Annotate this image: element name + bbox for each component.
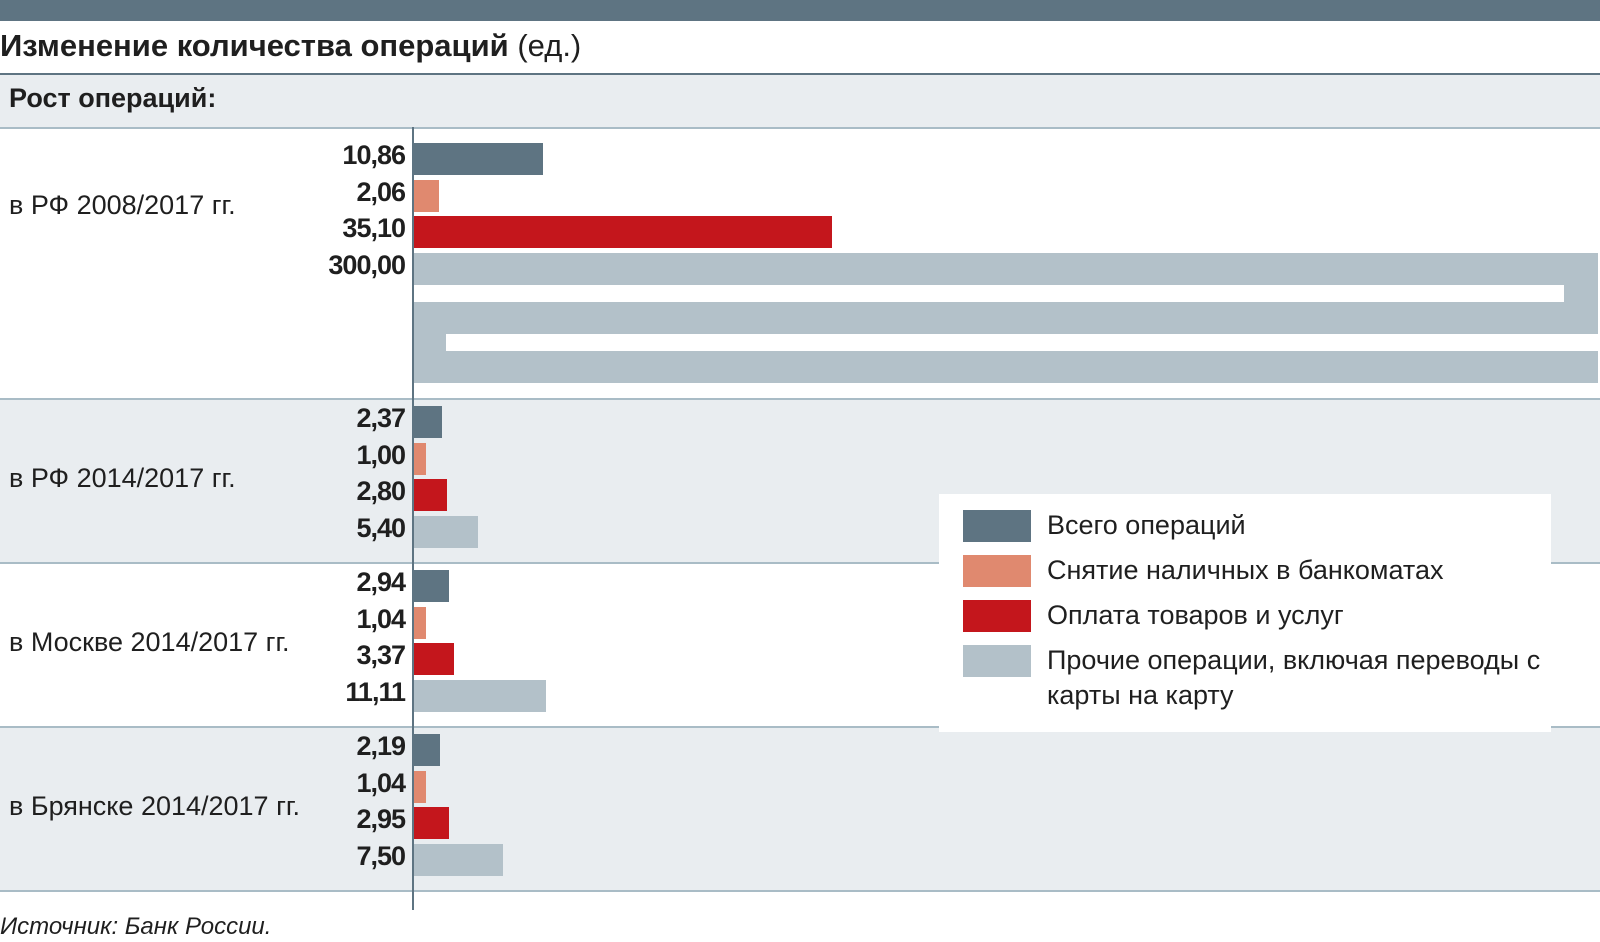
bar	[414, 843, 503, 876]
top-bar	[0, 0, 1600, 21]
data-label: 11,11	[345, 676, 406, 707]
legend-swatch	[963, 645, 1031, 677]
bar-segment	[414, 252, 1598, 285]
bar-segment	[414, 301, 1598, 334]
chart-title-main: Изменение количества операций	[0, 28, 509, 63]
bar	[414, 679, 546, 712]
data-label: 5,40	[356, 512, 406, 543]
bar	[414, 515, 478, 548]
source-note: Источник: Банк России.	[0, 913, 272, 940]
data-label: 2,37	[356, 403, 406, 433]
bar	[414, 442, 426, 475]
bar-segment	[414, 350, 1598, 383]
data-label: 10,86	[342, 140, 406, 170]
data-label: 2,95	[356, 804, 406, 834]
data-label: 2,94	[356, 567, 406, 597]
bar	[414, 216, 832, 248]
data-label: 2,06	[356, 176, 406, 207]
group-divider	[0, 562, 1600, 564]
data-label: 2,80	[356, 476, 406, 506]
bar	[414, 179, 439, 212]
chart-title-unit: (ед.)	[517, 28, 582, 63]
data-label: 1,00	[356, 439, 406, 470]
category-label: в Москве 2014/2017 гг.	[9, 627, 290, 657]
legend-swatch	[963, 555, 1031, 587]
legend-swatch	[963, 510, 1031, 542]
legend-label: Оплата товаров и услуг	[1047, 600, 1344, 630]
group-divider	[0, 726, 1600, 728]
data-label: 7,50	[356, 840, 406, 871]
bar	[414, 606, 426, 639]
legend: Всего операций Снятие наличных в банкома…	[939, 494, 1551, 732]
group-band	[0, 728, 1600, 890]
section-header-label: Рост операций:	[9, 83, 217, 113]
group-divider	[0, 398, 1600, 400]
data-label: 3,37	[356, 640, 406, 670]
title-rule	[0, 73, 1600, 75]
data-label: 2,19	[356, 731, 406, 761]
bar	[414, 807, 449, 839]
bar	[414, 570, 449, 602]
value-axis-line	[412, 127, 414, 910]
bar-segment	[1564, 284, 1598, 302]
category-label: в РФ 2008/2017 гг.	[9, 190, 236, 220]
category-label: в РФ 2014/2017 гг.	[9, 463, 236, 493]
bar	[414, 479, 447, 511]
group-divider	[0, 890, 1600, 892]
bar	[414, 770, 426, 803]
section-header: Рост операций:	[0, 75, 1600, 129]
bar	[414, 406, 442, 438]
chart-title: Изменение количества операций (ед.)	[0, 26, 581, 66]
legend-label: Всего операций	[1047, 510, 1246, 540]
legend-label: Прочие операции, включая переводы с карт…	[1047, 645, 1541, 710]
legend-swatch	[963, 600, 1031, 632]
data-label: 300,00	[328, 249, 406, 280]
bar-segment	[414, 333, 446, 351]
category-label: в Брянске 2014/2017 гг.	[9, 791, 300, 821]
data-label: 35,10	[342, 213, 406, 243]
bar	[414, 734, 440, 766]
legend-label: Снятие наличных в банкоматах	[1047, 555, 1444, 585]
bar	[414, 643, 454, 675]
data-label: 1,04	[356, 603, 406, 634]
bar	[414, 143, 543, 175]
data-label: 1,04	[356, 767, 406, 798]
